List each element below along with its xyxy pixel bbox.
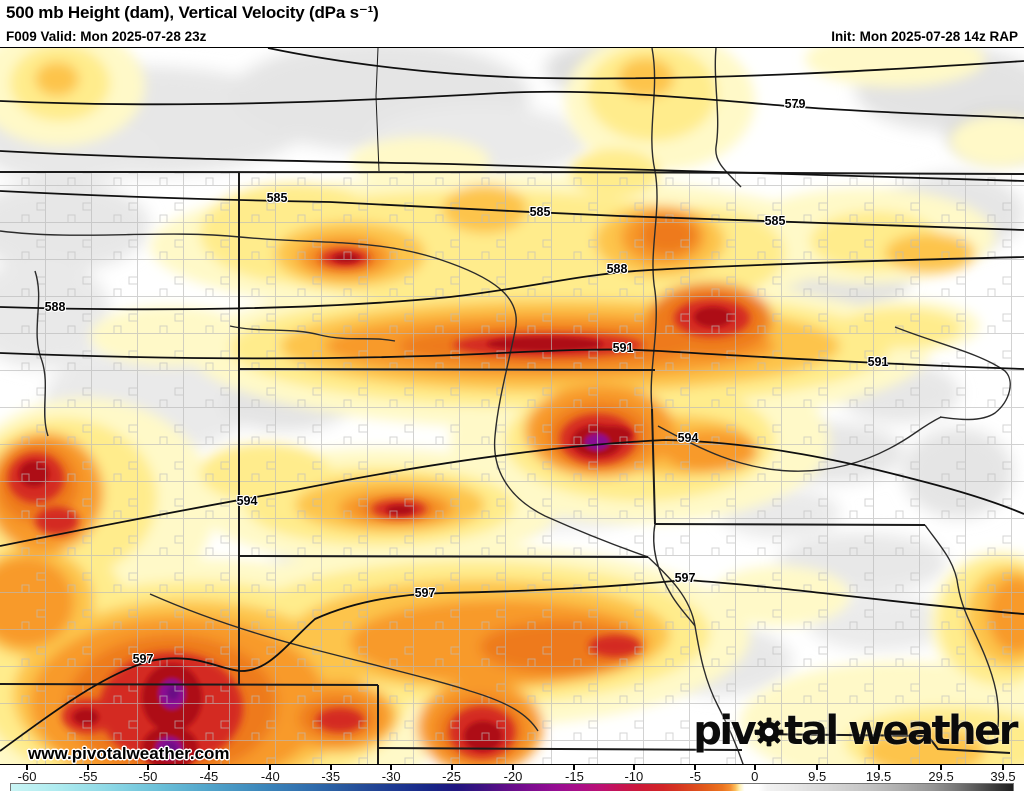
colorbar-label: -20 — [503, 769, 523, 784]
contour-label-588-b: 588 — [606, 262, 628, 276]
colorbar-area: -60 -55 -50 -45 -40 -35 -30 -25 -20 -15 … — [0, 765, 1024, 791]
colorbar-label: -45 — [199, 769, 219, 784]
big-sioux-river — [653, 523, 696, 627]
colorbar-tick — [512, 765, 515, 770]
contour-591 — [0, 348, 1024, 370]
minnesota-river — [657, 416, 942, 472]
weather-map — [0, 47, 1024, 765]
contour-label-591-b: 591 — [867, 355, 889, 369]
contour-597 — [0, 579, 1024, 752]
contour-579 — [0, 90, 1024, 119]
colorbar-tick — [1002, 765, 1004, 770]
ne-ks-border — [377, 747, 743, 751]
contour-label-585-c: 585 — [764, 214, 786, 228]
page-title: 500 mb Height (dam), Vertical Velocity (… — [6, 3, 379, 22]
colorbar-tick — [940, 765, 943, 770]
pivotal-weather-logo: piv tal weather — [693, 708, 1018, 754]
colorbar-label: -15 — [565, 769, 584, 784]
colorbar-label: -5 — [689, 769, 702, 784]
colorbar-label: -50 — [138, 769, 158, 784]
contour-label-579: 579 — [784, 97, 806, 111]
colorbar-tick — [573, 765, 576, 770]
border-41n — [0, 683, 379, 686]
contour-label-585-a: 585 — [266, 191, 288, 205]
colorbar-tick — [753, 765, 756, 770]
contour-label-585-b: 585 — [529, 205, 551, 219]
gear-icon — [754, 717, 784, 747]
map-canvas — [0, 48, 1024, 764]
colorbar-tick — [450, 765, 453, 770]
forecast-info-bar: F009 Valid: Mon 2025-07-28 23z Init: Mon… — [0, 27, 1024, 47]
contour-582 — [0, 150, 1024, 182]
contour-label-591-a: 591 — [612, 341, 634, 355]
state-borders — [0, 48, 1024, 764]
colorbar-label: -35 — [321, 769, 341, 784]
contour-label-594-a: 594 — [236, 494, 258, 508]
sk-mb-border — [375, 48, 380, 172]
colorbar-label: -30 — [381, 769, 401, 784]
contour-594 — [0, 439, 1024, 547]
colorbar-tick — [816, 765, 819, 770]
contour-588 — [0, 256, 1024, 311]
mississippi-upper — [894, 326, 1011, 421]
colorbar-label: 9.5 — [808, 769, 827, 784]
colorbar-label: -25 — [442, 769, 461, 784]
colorbar-label: -10 — [624, 769, 644, 784]
mn-ia-border — [654, 523, 926, 526]
contour-585 — [0, 190, 1024, 231]
title-bar: 500 mb Height (dam), Vertical Velocity (… — [0, 0, 1024, 27]
powder-river — [34, 270, 49, 437]
grand-river — [229, 325, 396, 342]
nd-sd-border — [238, 368, 656, 371]
colorbar-gradient — [10, 783, 1014, 791]
missouri-river — [0, 230, 649, 558]
colorbar-label: -55 — [78, 769, 98, 784]
colorbar-label: -60 — [17, 769, 37, 784]
colorbar-tick — [269, 765, 272, 770]
colorbar-tick — [877, 765, 880, 770]
colorbar-tick — [694, 765, 697, 770]
logo-text-tal-weather: tal weather — [784, 708, 1018, 754]
colorbar-label: 29.5 — [928, 769, 954, 784]
sd-ne-border — [238, 555, 649, 558]
contour-label-597-c: 597 — [674, 571, 696, 585]
red-river — [650, 48, 658, 410]
platte-river — [149, 593, 539, 732]
colorbar-tick — [146, 765, 149, 770]
colorbar-label: 39.5 — [990, 769, 1016, 784]
logo-text-piv: piv — [693, 708, 756, 754]
model-init-text: Init: Mon 2025-07-28 14z RAP — [831, 29, 1018, 44]
colorbar-tick — [632, 765, 635, 770]
colorbar-tick — [87, 765, 90, 770]
ia-mo-border — [754, 733, 1011, 754]
mississippi-ia — [924, 524, 1000, 728]
contour-label-597-b: 597 — [414, 586, 436, 600]
colorbar-tick — [207, 765, 210, 770]
colorbar-tick — [26, 765, 29, 770]
forecast-valid-text: F009 Valid: Mon 2025-07-28 23z — [6, 29, 207, 44]
county-lines — [0, 173, 1024, 764]
contour-label-597-a: 597 — [132, 652, 154, 666]
colorbar-tick — [329, 765, 332, 770]
height-contours — [0, 48, 1024, 752]
missouri-river-ne-ia — [647, 556, 744, 764]
colorbar-tick — [390, 765, 393, 770]
rivers — [0, 48, 1011, 764]
contour-label-588-a: 588 — [44, 300, 66, 314]
colorbar-label: -40 — [260, 769, 280, 784]
colorbar-label: 0 — [751, 769, 759, 784]
canada-border — [0, 170, 1024, 175]
watermark-url: www.pivotalweather.com — [28, 744, 230, 763]
colorbar-label: 19.5 — [865, 769, 892, 784]
contour-label-594-b: 594 — [677, 431, 699, 445]
sd-mn-border — [651, 408, 656, 525]
contour-576 — [267, 48, 1024, 80]
